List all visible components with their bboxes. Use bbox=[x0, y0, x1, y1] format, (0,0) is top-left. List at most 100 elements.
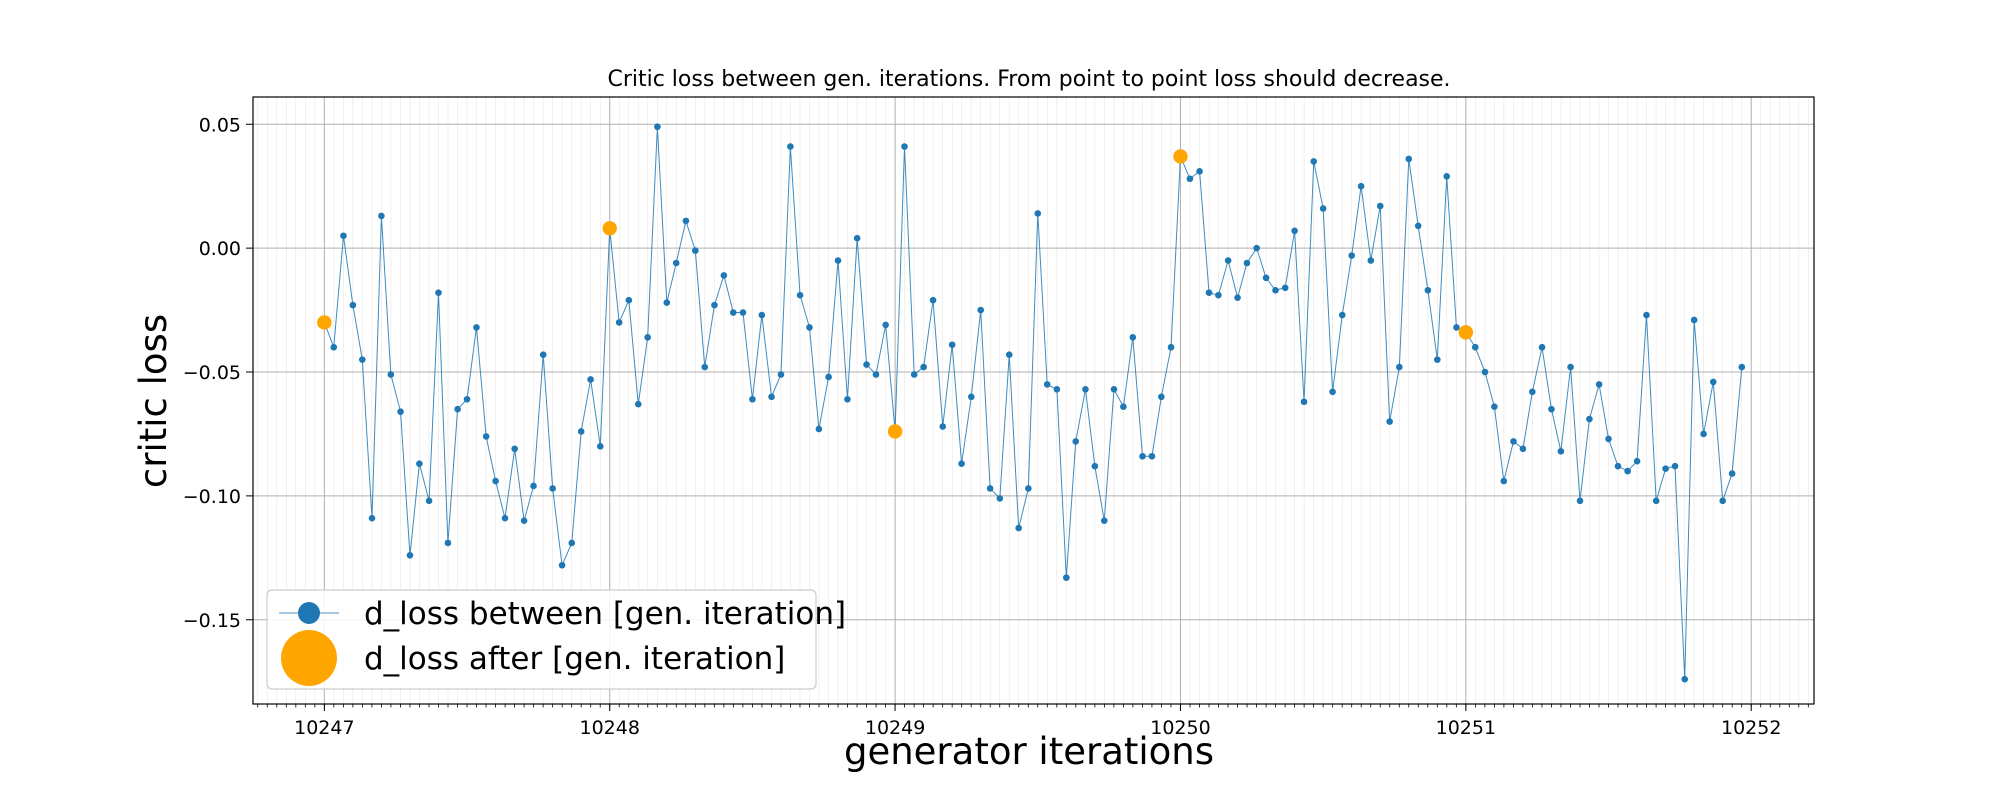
data-point-d-loss-between bbox=[1405, 155, 1413, 163]
data-point-d-loss-between bbox=[501, 514, 509, 522]
legend: d_loss between [gen. iteration] d_loss a… bbox=[266, 589, 846, 690]
data-point-d-loss-between bbox=[1624, 467, 1631, 475]
data-point-d-loss-between bbox=[1709, 378, 1717, 386]
data-point-d-loss-between bbox=[1005, 351, 1013, 358]
y-tick-label: −0.05 bbox=[183, 362, 241, 384]
data-point-d-loss-between bbox=[787, 143, 794, 150]
data-point-d-loss-between bbox=[806, 324, 813, 331]
data-point-d-loss-between bbox=[568, 539, 576, 547]
data-point-d-loss-between bbox=[1453, 324, 1460, 331]
data-point-d-loss-between bbox=[397, 408, 404, 415]
data-point-d-loss-between bbox=[701, 363, 709, 371]
data-point-d-loss-between bbox=[1586, 415, 1593, 423]
data-point-d-loss-between bbox=[387, 371, 395, 378]
data-point-d-loss-after bbox=[317, 315, 332, 330]
data-point-d-loss-between bbox=[1243, 259, 1251, 267]
data-point-d-loss-between bbox=[948, 341, 956, 349]
data-point-d-loss-between bbox=[1367, 257, 1375, 264]
chart-title: Critic loss between gen. iterations. Fro… bbox=[607, 67, 1450, 92]
data-point-d-loss-between bbox=[1015, 524, 1022, 532]
data-point-d-loss-between bbox=[330, 343, 338, 351]
data-point-d-loss-between bbox=[1690, 316, 1698, 324]
data-point-d-loss-between bbox=[768, 393, 775, 401]
data-point-d-loss-between bbox=[1700, 430, 1707, 438]
data-point-d-loss-after bbox=[1458, 325, 1474, 340]
data-point-d-loss-between bbox=[1357, 182, 1365, 190]
data-point-d-loss-between bbox=[625, 296, 633, 304]
data-point-d-loss-between bbox=[425, 497, 433, 505]
data-point-d-loss-between bbox=[577, 428, 585, 435]
data-point-d-loss-between bbox=[1557, 447, 1565, 455]
data-point-d-loss-after bbox=[1173, 149, 1188, 164]
data-point-d-loss-between bbox=[1338, 311, 1346, 319]
data-point-d-loss-between bbox=[663, 299, 671, 306]
data-point-d-loss-between bbox=[1491, 403, 1498, 410]
data-point-d-loss-between bbox=[1215, 291, 1222, 299]
data-point-d-loss-between bbox=[1671, 462, 1679, 470]
data-point-d-loss-between bbox=[901, 143, 908, 150]
data-point-d-loss-between bbox=[444, 539, 452, 547]
x-tick-label: 10251 bbox=[1436, 717, 1496, 739]
data-point-d-loss-between bbox=[1605, 435, 1612, 443]
data-point-d-loss-between bbox=[1576, 497, 1584, 505]
data-point-d-loss-between bbox=[1719, 497, 1726, 505]
data-point-d-loss-between bbox=[844, 395, 851, 403]
data-point-d-loss-between bbox=[349, 301, 357, 309]
y-tick-label: 0.05 bbox=[199, 114, 241, 136]
axes-frame bbox=[252, 96, 1815, 705]
data-point-d-loss-between bbox=[1205, 289, 1213, 297]
data-point-d-loss-between bbox=[358, 356, 366, 363]
data-point-d-loss-between bbox=[1633, 457, 1641, 465]
data-point-d-loss-between bbox=[672, 259, 680, 267]
data-point-d-loss-between bbox=[1120, 403, 1127, 410]
data-point-d-loss-between bbox=[1053, 386, 1061, 393]
data-point-d-loss-between bbox=[958, 460, 965, 467]
data-point-d-loss-between bbox=[882, 321, 889, 329]
axes-layer: 10247 10248 10249 10250 10251 10252 0.05 0.00 −0… bbox=[183, 96, 1815, 739]
data-point-d-loss-between bbox=[1481, 368, 1489, 376]
data-point-d-loss-between bbox=[1167, 343, 1175, 351]
data-point-d-loss-between bbox=[634, 400, 642, 408]
data-point-d-loss-between bbox=[834, 257, 842, 264]
data-point-d-loss-between bbox=[1652, 497, 1660, 505]
data-point-d-loss-between bbox=[1529, 388, 1536, 396]
data-point-d-loss-between bbox=[1272, 286, 1279, 294]
data-point-d-loss-between bbox=[711, 301, 718, 309]
series-line-d-loss-between bbox=[323, 126, 1743, 680]
data-point-d-loss-between bbox=[1643, 311, 1650, 319]
data-point-d-loss-between bbox=[1100, 517, 1108, 524]
data-point-d-loss-between bbox=[1386, 418, 1393, 425]
data-point-d-loss-between bbox=[1538, 343, 1546, 351]
legend-marker-between bbox=[298, 602, 320, 624]
data-point-d-loss-between bbox=[1196, 168, 1203, 175]
data-point-d-loss-between bbox=[435, 289, 442, 297]
data-point-d-loss-between bbox=[1595, 381, 1603, 388]
data-point-d-loss-between bbox=[929, 296, 937, 304]
data-point-d-loss-between bbox=[863, 361, 870, 368]
data-point-d-loss-between bbox=[1662, 465, 1669, 472]
data-point-d-loss-between bbox=[454, 405, 461, 413]
data-point-d-loss-between bbox=[1500, 477, 1508, 485]
data-point-d-loss-between bbox=[1424, 286, 1432, 294]
data-point-d-loss-between bbox=[1025, 485, 1032, 492]
data-point-d-loss-between bbox=[473, 324, 480, 331]
legend-marker-after bbox=[281, 630, 337, 686]
data-point-d-loss-between bbox=[1300, 398, 1308, 406]
x-tick-label: 10250 bbox=[1150, 717, 1210, 739]
data-point-d-loss-after bbox=[887, 424, 903, 439]
data-point-d-loss-between bbox=[1234, 294, 1241, 301]
data-point-d-loss-between bbox=[1519, 445, 1527, 453]
data-point-d-loss-between bbox=[777, 371, 785, 378]
data-point-d-loss-between bbox=[1148, 452, 1156, 460]
data-point-d-loss-between bbox=[615, 319, 623, 326]
y-axis-label: critic loss bbox=[132, 314, 175, 488]
data-point-d-loss-after bbox=[602, 221, 617, 236]
data-point-d-loss-between bbox=[1158, 393, 1165, 401]
y-tick-label: 0.00 bbox=[199, 238, 241, 260]
data-point-d-loss-between bbox=[1548, 405, 1555, 413]
data-point-d-loss-between bbox=[853, 234, 861, 242]
data-point-d-loss-between bbox=[758, 311, 766, 319]
data-point-d-loss-between bbox=[511, 445, 518, 453]
data-point-d-loss-between bbox=[463, 395, 471, 403]
